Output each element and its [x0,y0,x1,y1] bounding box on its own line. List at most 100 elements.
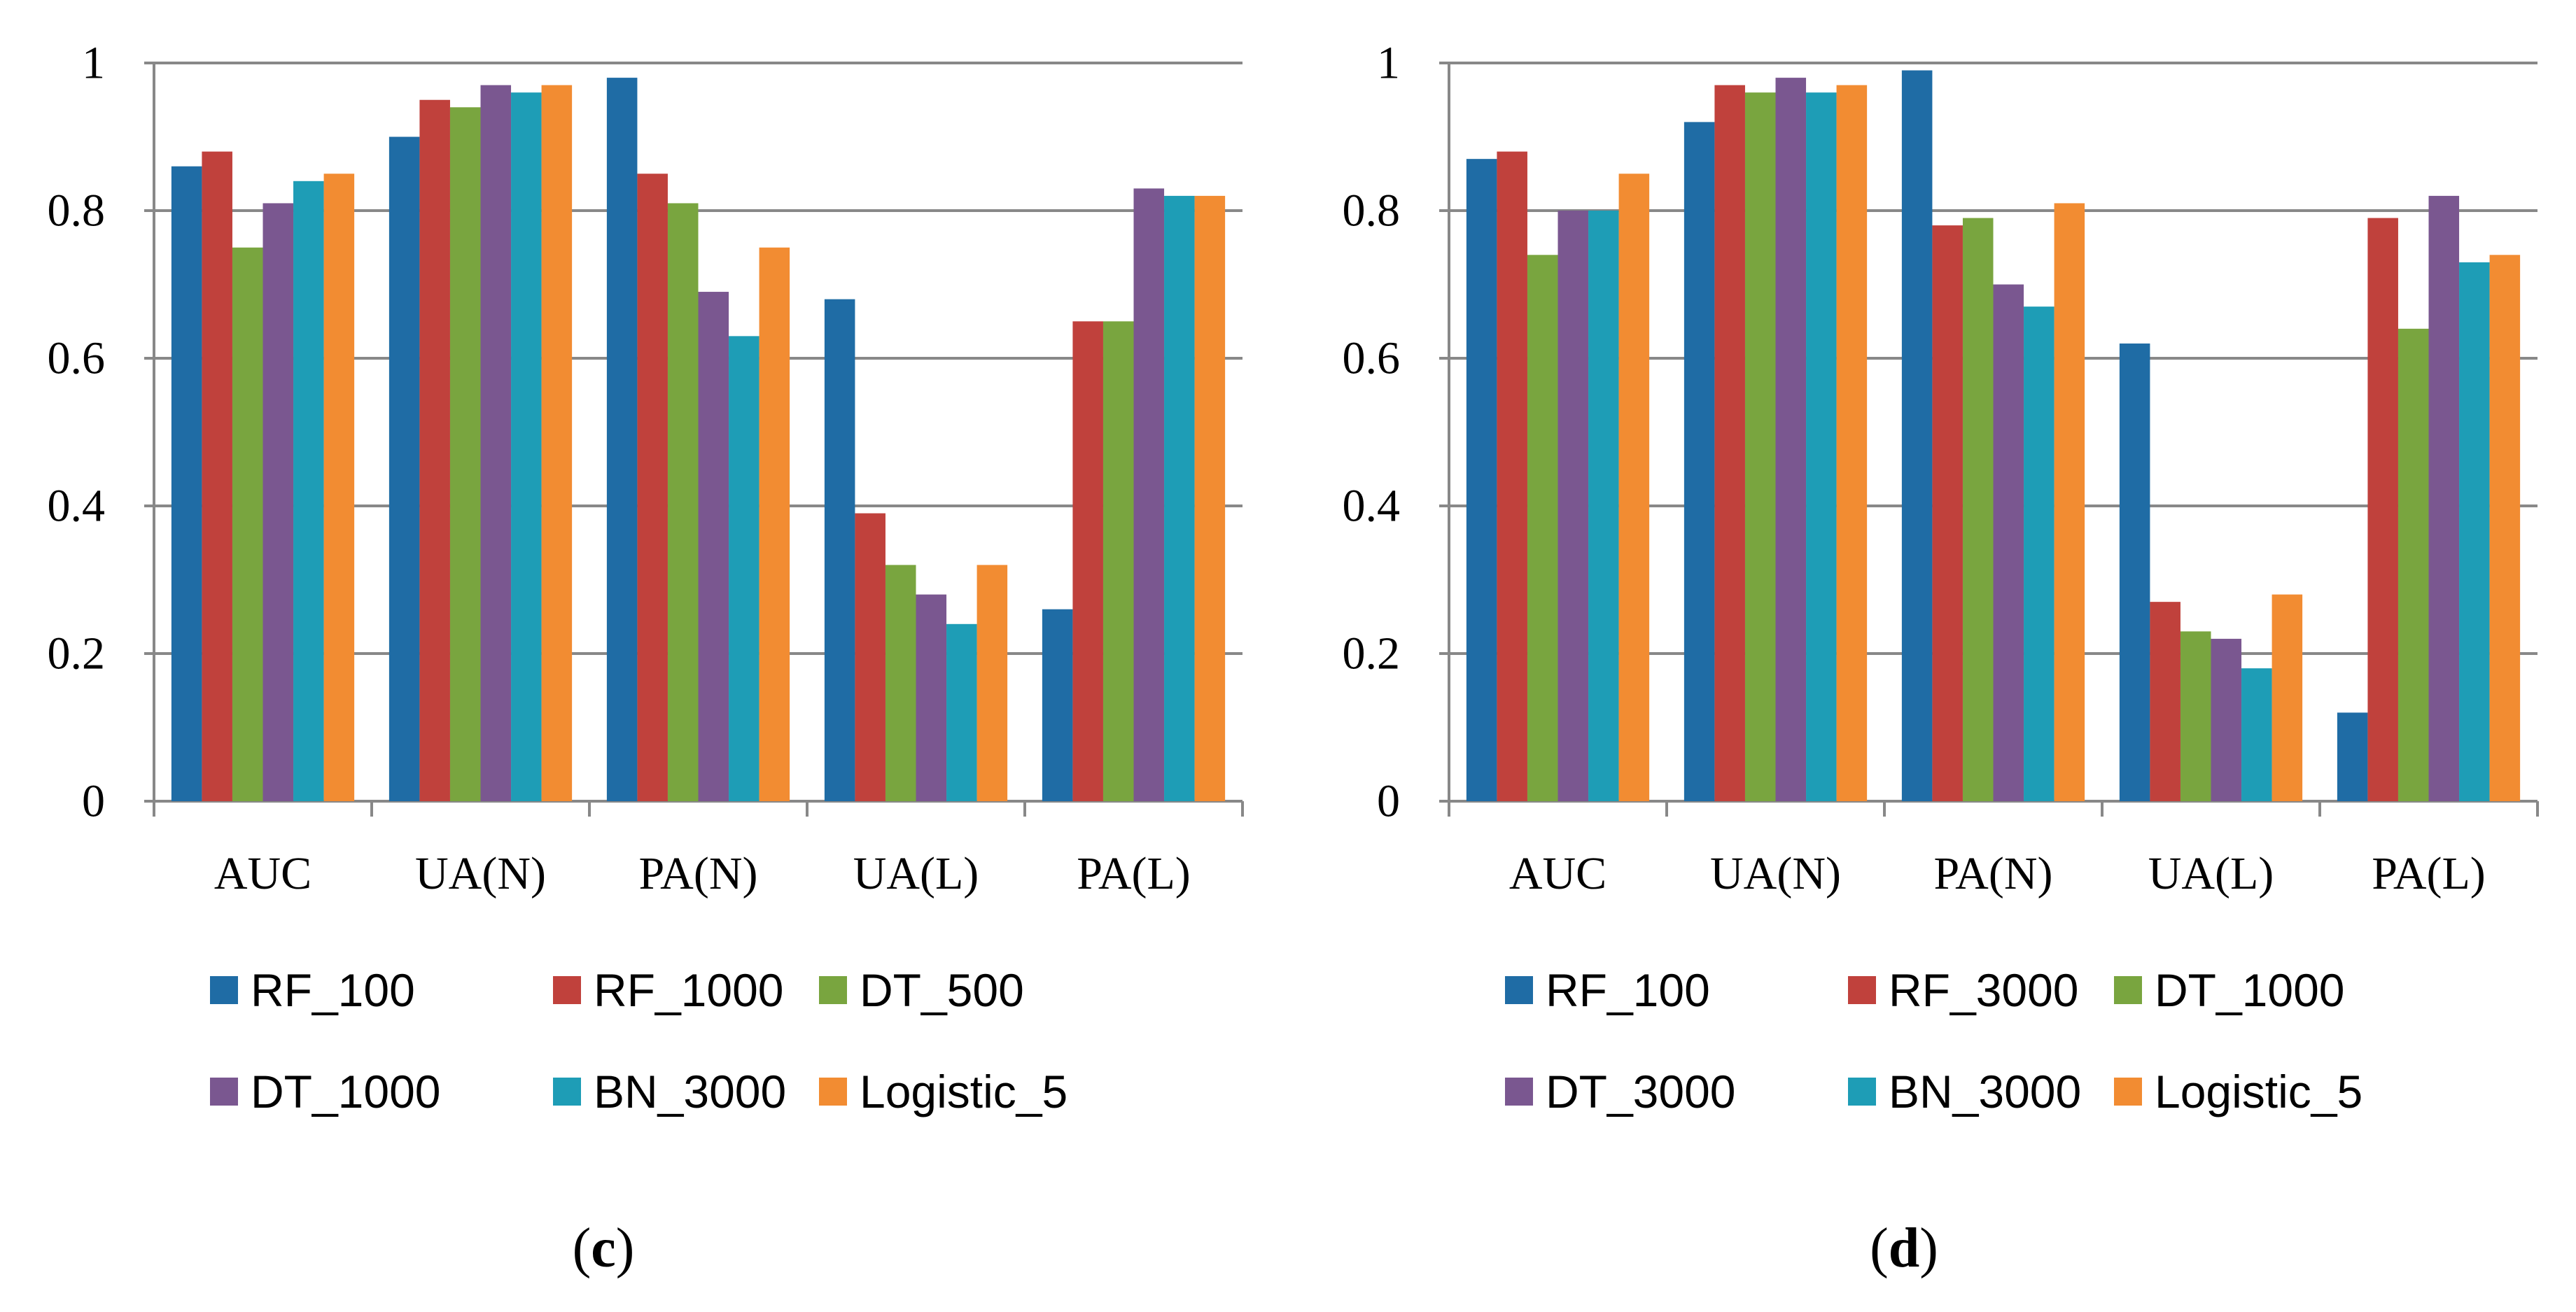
y-tick-label: 0.4 [48,481,106,532]
panel-label: (c) [573,1218,635,1279]
bar-DT_1000-UA(N) [480,85,512,801]
bar-RF_100-PA(N) [606,78,638,802]
bar-DT_500-UA(L) [885,565,916,801]
x-category-label: UA(L) [2148,848,2274,899]
bar-DT_3000-UA(N) [1775,78,1807,802]
bar-DT_3000-AUC [1558,211,1589,801]
x-category-label: AUC [1509,848,1606,899]
legend-item: RF_1000 [553,964,784,1016]
bar-RF_100-UA(L) [824,299,855,802]
legend-label: BN_3000 [1889,1066,2081,1117]
legend-label: RF_3000 [1889,964,2079,1016]
bar-Logistic_5-AUC [1618,174,1650,801]
y-tick-label: 0 [82,776,105,827]
y-tick-label: 0.8 [48,185,106,237]
bar-BN_3000-UA(L) [2241,668,2272,801]
bar-DT_500-PA(N) [667,203,699,801]
bar-Logistic_5-UA(L) [976,565,1008,801]
y-tick-label: 0 [1377,776,1400,827]
bar-RF_100-PA(L) [2337,712,2368,801]
x-category-label: UA(N) [415,848,546,899]
legend-item: RF_3000 [1848,964,2079,1016]
legend-item: RF_100 [1505,964,1710,1016]
bar-BN_3000-PA(N) [729,336,760,802]
bar-DT_1000-AUC [1527,255,1558,801]
legend-item: DT_1000 [2114,964,2345,1016]
chart-panel-c: 0 0.2 0.4 0.6 0.8 1 AUC UA(N) PA(N) UA(L) PA(L) RF_… [48,38,1244,1279]
y-tick-label: 0.2 [1343,628,1401,679]
bar-RF_3000-PA(N) [1932,225,1963,802]
bar-RF_3000-PA(L) [2367,218,2398,801]
bar-RF_1000-UA(N) [419,99,450,801]
legend-swatch [210,1078,238,1106]
bar-BN_3000-UA(L) [946,623,977,801]
legend-item: BN_3000 [1848,1066,2081,1117]
bar-Logistic_5-PA(N) [2054,203,2085,801]
legend-swatch [553,976,581,1004]
bar-BN_3000-PA(L) [1164,195,1195,801]
legend-swatch [819,1078,847,1106]
bar-DT_500-UA(N) [449,107,481,802]
legend-label: DT_1000 [2155,964,2345,1016]
legend-label: RF_100 [1546,964,1710,1016]
legend-label: BN_3000 [594,1066,786,1117]
y-tick-label: 0.6 [1343,333,1401,384]
bar-Logistic_5-PA(L) [2489,255,2521,801]
y-tick-label: 0.6 [48,333,106,384]
legend-label: DT_1000 [251,1066,441,1117]
legend-item: DT_3000 [1505,1066,1736,1117]
legend-swatch [1505,1078,1533,1106]
bar-DT_3000-UA(L) [2211,638,2242,801]
bar-RF_100-UA(L) [2119,343,2150,801]
legend-item: Logistic_5 [819,1066,1068,1117]
bar-RF_100-AUC [1466,159,1497,801]
bar-DT_3000-PA(N) [1993,284,2024,801]
bar-Logistic_5-UA(L) [2272,594,2303,801]
bar-DT_1000-PA(N) [698,292,729,801]
y-tick-label: 1 [1377,38,1400,89]
bar-RF_3000-UA(L) [2150,602,2180,801]
x-category-label: PA(N) [1934,848,2053,899]
legend-swatch [1505,976,1533,1004]
bar-Logistic_5-PA(L) [1194,195,1226,801]
bar-BN_3000-PA(L) [2459,262,2490,802]
bar-RF_1000-AUC [202,151,232,802]
bar-DT_1000-PA(L) [1133,188,1165,802]
bar-RF_3000-AUC [1497,151,1527,802]
bar-RF_100-PA(N) [1901,70,1933,801]
bar-DT_500-AUC [232,247,263,801]
bar-RF_100-UA(N) [388,136,420,801]
bar-BN_3000-AUC [1588,211,1619,801]
bar-RF_1000-UA(L) [855,513,886,801]
bar-Logistic_5-PA(N) [759,247,790,801]
bar-DT_1000-PA(N) [1962,218,1994,801]
x-category-label: UA(N) [1710,848,1841,899]
bar-DT_1000-AUC [262,203,294,801]
y-tick-label: 0.2 [48,628,106,679]
legend-label: DT_500 [860,964,1024,1016]
bar-DT_3000-PA(L) [2428,195,2460,801]
x-category-label: UA(L) [853,848,979,899]
bar-BN_3000-PA(N) [2024,306,2054,801]
legend-swatch [819,976,847,1004]
legend-swatch [1848,1078,1876,1106]
bar-BN_3000-UA(N) [511,92,542,801]
legend-item: DT_1000 [210,1066,441,1117]
legend-swatch [553,1078,581,1106]
bar-BN_3000-AUC [293,181,324,801]
bar-RF_1000-PA(L) [1072,321,1103,801]
legend-label: Logistic_5 [2155,1066,2362,1117]
bar-DT_1000-UA(N) [1744,92,1776,801]
bar-DT_1000-UA(L) [2180,631,2211,801]
legend-swatch [210,976,238,1004]
legend-swatch [2114,976,2142,1004]
bar-BN_3000-UA(N) [1806,92,1837,801]
legend-item: BN_3000 [553,1066,786,1117]
legend-label: RF_1000 [594,964,784,1016]
bar-RF_3000-UA(N) [1714,85,1745,801]
y-tick-label: 0.8 [1343,185,1401,237]
legend-item: Logistic_5 [2114,1066,2362,1117]
bar-RF_100-AUC [171,166,202,801]
bar-Logistic_5-UA(N) [1836,85,1868,801]
